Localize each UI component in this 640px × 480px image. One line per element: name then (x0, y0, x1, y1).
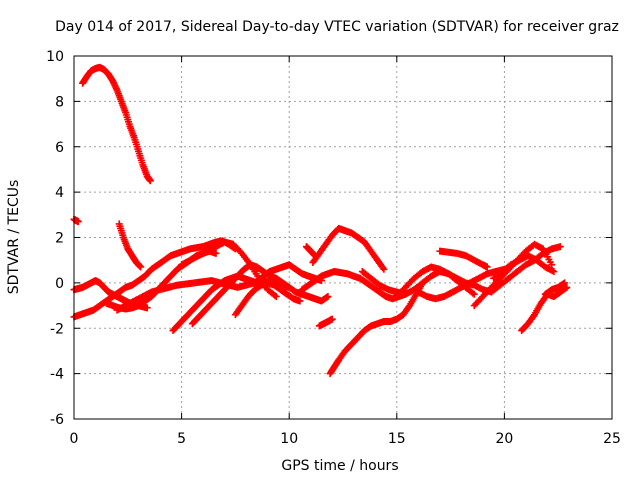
series-arc-v (541, 279, 569, 298)
series-arc-k (309, 224, 388, 273)
series-arc-m (315, 315, 336, 330)
data-point (272, 292, 280, 300)
x-tick-label: 25 (603, 431, 621, 447)
y-axis-label: SDTVAR / TECUs (6, 180, 22, 295)
series-arc-t (490, 252, 558, 282)
data-point (379, 264, 387, 272)
data-point (146, 177, 154, 185)
y-tick-label: 2 (55, 231, 64, 247)
series-arc-r (436, 247, 491, 271)
data-point (380, 265, 388, 273)
series-arc-g (188, 261, 332, 328)
y-tick-label: 6 (55, 140, 64, 156)
data-point (296, 297, 304, 305)
data-point (483, 263, 491, 271)
x-tick-label: 5 (177, 431, 186, 447)
y-tick-label: 10 (46, 49, 64, 65)
data-point (74, 218, 82, 226)
grid-lines (74, 56, 612, 419)
data-point (143, 304, 151, 312)
data-point (324, 292, 332, 300)
series-arc-high (79, 63, 154, 185)
chart-title: Day 014 of 2017, Sidereal Day-to-day VTE… (55, 19, 619, 35)
x-tick-label: 15 (388, 431, 406, 447)
series-arc-a (115, 220, 145, 271)
series-arc-start (70, 215, 82, 226)
x-tick-label: 10 (280, 431, 298, 447)
y-tick-label: 8 (55, 94, 64, 110)
data-point (212, 249, 220, 257)
data-point (550, 268, 558, 276)
y-tick-label: -2 (50, 321, 64, 337)
series-arc-j (298, 268, 409, 303)
series-arc-p (393, 243, 564, 300)
data-point (469, 289, 477, 297)
series-arc-i (231, 279, 304, 319)
y-tick-label: -6 (50, 412, 64, 428)
y-tick-label: 4 (55, 185, 64, 201)
series-arc-u (518, 283, 571, 335)
data-point (328, 315, 336, 323)
x-tick-label: 20 (495, 431, 513, 447)
data-point (311, 252, 319, 260)
x-tick-label: 0 (70, 431, 79, 447)
x-axis-label: GPS time / hours (281, 458, 398, 474)
data-points (70, 63, 571, 378)
data-point (561, 279, 569, 287)
data-point (556, 243, 564, 251)
axes: 0 5 10 15 20 25 -6 -4 -2 0 2 4 6 8 10 (46, 49, 621, 447)
data-point (137, 263, 145, 271)
y-tick-label: 0 (55, 276, 64, 292)
data-point (470, 290, 478, 298)
data-point (271, 291, 279, 299)
data-point (563, 283, 571, 291)
series-arc-h (178, 238, 280, 300)
y-tick-label: -4 (50, 367, 64, 383)
series-arc-n (326, 279, 427, 378)
series-arc-l (302, 243, 319, 260)
